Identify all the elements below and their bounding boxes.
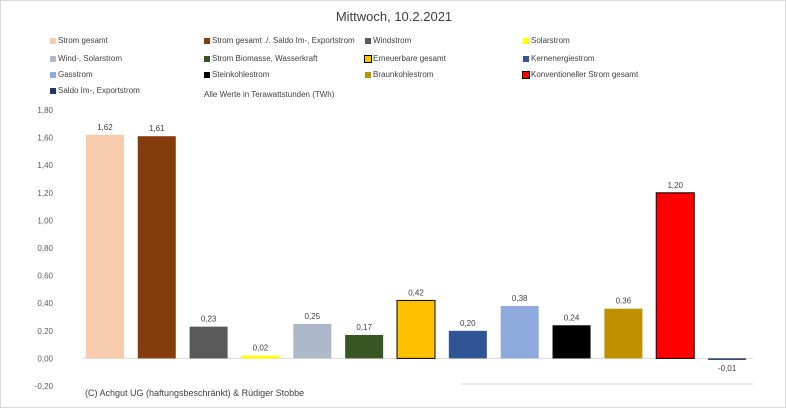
bar xyxy=(500,305,539,359)
bar xyxy=(708,358,747,360)
legend-swatch xyxy=(523,56,529,62)
bar xyxy=(396,299,436,359)
legend-swatch xyxy=(364,55,372,63)
y-tick-label: 1,20 xyxy=(37,189,53,198)
y-tick-label: 1,00 xyxy=(37,216,53,225)
units-note: Alle Werte in Terawattstunden (TWh) xyxy=(204,90,335,99)
bar xyxy=(552,325,591,359)
copyright-note: (C) Achgut UG (haftungsbeschränkt) & Rüd… xyxy=(85,388,305,398)
legend-swatch xyxy=(522,71,530,79)
y-tick-label: 1,80 xyxy=(37,106,53,115)
legend-label: Strom gesamt ./. Saldo Im-, Exportstrom xyxy=(212,36,355,45)
legend-label: Konventioneller Strom gesamt xyxy=(531,70,639,79)
bar-value-label: 0,36 xyxy=(616,297,632,306)
bar xyxy=(241,355,280,359)
y-tick-label: 0,60 xyxy=(37,272,53,281)
legend-label: Solarstrom xyxy=(531,36,570,45)
legend-swatch xyxy=(50,56,56,62)
bar-value-label: 0,38 xyxy=(512,294,528,303)
y-tick-label: 0,00 xyxy=(37,354,53,363)
bar xyxy=(189,326,228,359)
legend-label: Gasstrom xyxy=(58,70,93,79)
legend-swatch xyxy=(365,38,371,44)
y-tick-label: 0,20 xyxy=(37,327,53,336)
bar xyxy=(448,330,487,359)
legend-label: Windstrom xyxy=(373,36,412,45)
legend-swatch xyxy=(204,56,210,62)
bar-value-label: 1,62 xyxy=(97,123,113,132)
chart-title: Mittwoch, 10.2.2021 xyxy=(335,9,453,24)
legend-label: Strom Biomasse, Wasserkraft xyxy=(212,54,318,63)
bar-value-label: 0,17 xyxy=(356,323,372,332)
bar xyxy=(655,192,695,359)
legend-label: Erneuerbare gesamt xyxy=(373,54,446,63)
bar-value-label: 0,42 xyxy=(408,288,424,297)
bar xyxy=(85,134,124,359)
legend-label: Wind-, Solarstrom xyxy=(58,54,123,63)
legend-swatch xyxy=(50,72,56,78)
bar-value-label: 1,61 xyxy=(149,124,165,133)
bar-value-label: 0,23 xyxy=(201,315,217,324)
legend-swatch xyxy=(204,72,210,78)
legend-label: Strom gesamt xyxy=(58,36,108,45)
bar-value-label: 0,02 xyxy=(253,344,269,353)
bar-value-label: -0,01 xyxy=(718,364,737,373)
legend-label: Kernenergiestrom xyxy=(531,54,595,63)
legend-label: Saldo Im-, Exportstrom xyxy=(58,86,140,95)
legend-swatch xyxy=(523,38,529,44)
y-tick-label: 1,60 xyxy=(37,134,53,143)
bar xyxy=(345,334,384,359)
legend-label: Braunkohlestrom xyxy=(373,70,434,79)
y-tick-label: -0,20 xyxy=(35,382,54,391)
legend-swatch xyxy=(50,88,56,94)
bar-value-label: 1,20 xyxy=(667,181,683,190)
legend-label: Steinkohlestrom xyxy=(212,70,270,79)
legend-swatch xyxy=(365,72,371,78)
bar-value-label: 0,24 xyxy=(564,313,580,322)
y-tick-label: 0,80 xyxy=(37,244,53,253)
legend-swatch xyxy=(204,38,210,44)
legend-swatch xyxy=(50,38,56,44)
bar xyxy=(604,308,643,359)
bar xyxy=(137,136,176,359)
y-tick-label: 0,40 xyxy=(37,299,53,308)
y-tick-label: 1,40 xyxy=(37,161,53,170)
bar xyxy=(293,323,332,359)
bar-value-label: 0,20 xyxy=(460,319,476,328)
bar-value-label: 0,25 xyxy=(305,312,321,321)
